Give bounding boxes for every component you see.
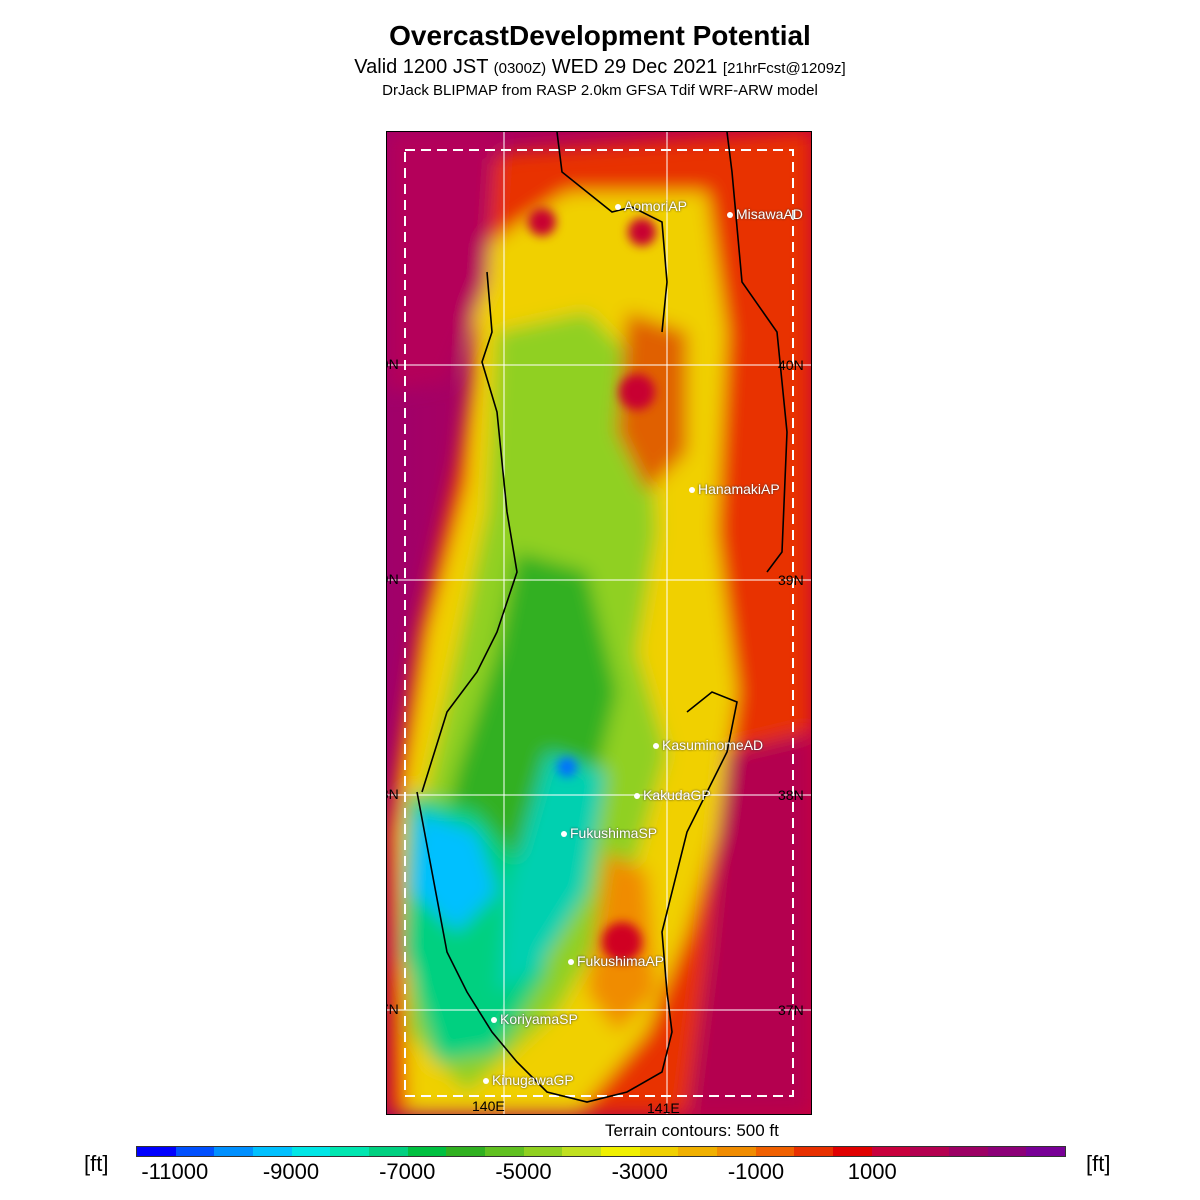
colorbar-swatch: [291, 1147, 331, 1156]
colorbar: [136, 1146, 1066, 1157]
lat-label-38n: 38N: [387, 786, 399, 802]
colorbar-swatch: [562, 1147, 602, 1156]
colorbar-tick-label: 1000: [847, 1159, 897, 1184]
colorbar-swatch: [755, 1147, 795, 1156]
colorbar-swatch: [446, 1147, 486, 1156]
station-dot-icon: [689, 487, 695, 494]
colorbar-tick-label: -1000: [727, 1159, 785, 1184]
station-dot-icon: [561, 831, 567, 838]
colorbar-swatch: [717, 1147, 756, 1156]
colorbar-tick-label: -11000: [141, 1159, 209, 1184]
station-aomori: AomoriAP: [615, 198, 687, 214]
station-dot-icon: [653, 743, 659, 750]
colorbar-tick-label: -3000: [611, 1159, 668, 1184]
colorbar-swatch: [407, 1147, 447, 1156]
valid-date: WED 29 Dec 2021: [551, 56, 718, 78]
lat-label-40n: 40N: [387, 356, 399, 372]
lat-label-37n: 37N: [387, 1001, 399, 1017]
station-koriyama: KoriyamaSP: [491, 1011, 578, 1027]
colorbar-unit-right: [ft]: [1086, 1151, 1111, 1176]
lat-label-39n: 39N: [387, 571, 399, 587]
station-dot-icon: [491, 1017, 497, 1024]
forecast-map: 140E 141E 40N 39N 38N 37N AomoriAP Misaw…: [386, 131, 812, 1115]
colorbar-tick-label: -7000: [379, 1159, 436, 1184]
lon-label-141e-bottom: 141E: [647, 1100, 680, 1116]
colorbar-swatch: [523, 1147, 563, 1156]
station-fukushima-sp: FukushimaSP: [561, 825, 657, 841]
colorbar-swatch: [485, 1147, 524, 1156]
lon-label-140e-bottom: 140E: [472, 1098, 505, 1114]
colorbar-tick-label: -9000: [262, 1159, 320, 1184]
colorbar-swatch: [253, 1147, 292, 1156]
lon-label-141e: 141E: [648, 131, 681, 132]
colorbar-swatch: [369, 1147, 408, 1156]
colorbar-swatch: [214, 1147, 254, 1156]
domain-boundary: [404, 149, 794, 1097]
station-kasuminome: KasuminomeAD: [653, 737, 763, 753]
colorbar-swatch: [1026, 1147, 1066, 1156]
station-hanamaki: HanamakiAP: [689, 481, 780, 497]
chart-title: OvercastDevelopment Potential: [389, 20, 811, 51]
colorbar-tick-label: -5000: [495, 1159, 552, 1184]
colorbar-swatch: [639, 1147, 679, 1156]
station-dot-icon: [568, 959, 574, 966]
map-canvas: [387, 132, 811, 1114]
valid-main: Valid 1200 JST: [354, 56, 489, 78]
colorbar-swatch: [794, 1147, 834, 1156]
lat-label-37n-right: 37N: [778, 1002, 804, 1018]
colorbar-unit-left: [ft]: [84, 1151, 109, 1176]
station-dot-icon: [727, 212, 733, 219]
station-misawa: MisawaAD: [727, 206, 803, 222]
station-fukushima-ap: FukushimaAP: [568, 953, 664, 969]
colorbar-swatch: [910, 1147, 950, 1156]
colorbar-swatch: [871, 1147, 911, 1156]
colorbar-swatch: [137, 1147, 176, 1156]
colorbar-swatch: [678, 1147, 718, 1156]
valid-zulu: (0300Z): [493, 60, 547, 77]
lat-label-39n-right: 39N: [778, 572, 804, 588]
station-kakuda: KakudaGP: [634, 787, 711, 803]
station-kinugawa: KinugawaGP: [483, 1072, 574, 1088]
valid-forecast: [21hrFcst@1209z]: [722, 60, 846, 77]
station-dot-icon: [615, 204, 621, 211]
graticule: [387, 132, 811, 1114]
colorbar-swatch: [833, 1147, 872, 1156]
lat-label-40n-right: 40N: [778, 357, 804, 373]
colorbar-swatch: [987, 1147, 1027, 1156]
overcast-field: [387, 132, 811, 1114]
colorbar-swatch: [330, 1147, 370, 1156]
colorbar-swatch: [949, 1147, 988, 1156]
valid-time: Valid 1200 JST (0300Z) WED 29 Dec 2021 […: [0, 56, 1200, 79]
colorbar-swatch: [175, 1147, 215, 1156]
lat-label-38n-right: 38N: [778, 787, 804, 803]
hotspots: [528, 208, 656, 962]
coastline: [416, 132, 788, 1103]
station-dot-icon: [483, 1078, 489, 1085]
colorbar-swatch: [601, 1147, 640, 1156]
model-subtitle: DrJack BLIPMAP from RASP 2.0km GFSA Tdif…: [382, 82, 818, 99]
terrain-contour-note: Terrain contours: 500 ft: [605, 1121, 779, 1140]
station-dot-icon: [634, 793, 640, 800]
